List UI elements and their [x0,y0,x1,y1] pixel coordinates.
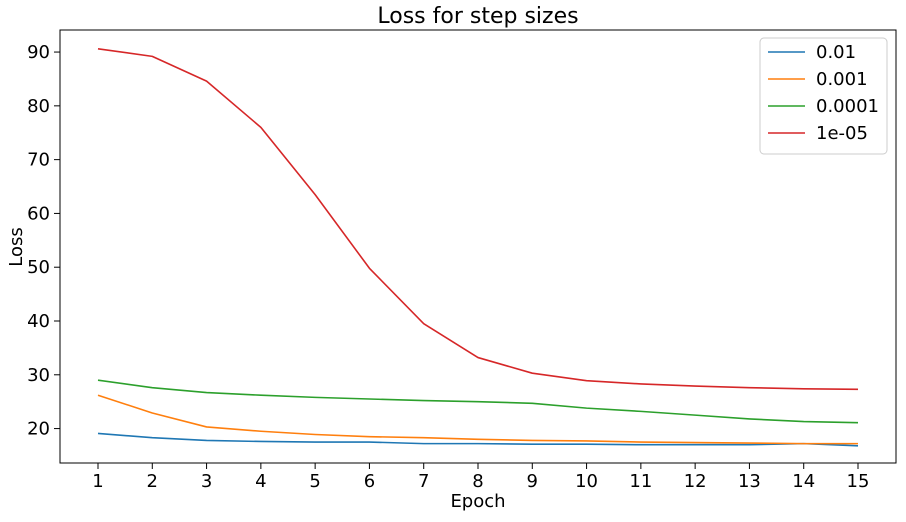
legend: 0.01 0.001 0.0001 1e-05 [759,37,888,155]
y-axis: 20 30 40 50 60 70 80 90 [27,42,60,440]
x-tick-label: 2 [147,471,158,492]
chart-title: Loss for step sizes [377,4,578,29]
series-line-0.0001 [97,379,859,424]
plot-frame [59,29,897,464]
x-tick-label: 14 [792,471,815,492]
y-tick-label: 70 [27,150,50,171]
x-tick-label: 15 [847,471,870,492]
y-tick-label: 30 [27,365,50,386]
y-tick-label: 40 [27,311,50,332]
x-tick-label: 1 [92,471,103,492]
x-tick-label: 9 [527,471,538,492]
x-axis-label: Epoch [450,491,505,512]
x-axis: 1 2 3 4 5 6 7 8 9 10 11 12 13 14 15 [92,463,869,492]
y-axis-label: Loss [6,227,27,266]
x-tick-label: 7 [418,471,429,492]
legend-label: 0.01 [816,42,856,63]
legend-label: 0.001 [816,69,868,90]
x-tick-label: 10 [575,471,598,492]
x-tick-label: 11 [629,471,652,492]
y-tick-label: 90 [27,42,50,63]
y-tick-label: 60 [27,203,50,224]
x-tick-label: 6 [364,471,375,492]
x-tick-label: 12 [684,471,707,492]
y-tick-label: 80 [27,96,50,117]
series-line-0.001 [97,394,858,445]
y-tick-label: 20 [27,419,50,440]
series-layer [97,48,859,447]
x-tick-label: 13 [738,471,761,492]
x-tick-label: 8 [472,471,483,492]
x-tick-label: 4 [255,471,266,492]
legend-label: 0.0001 [816,96,879,117]
legend-label: 1e-05 [816,123,868,144]
y-tick-label: 50 [27,257,50,278]
series-line-1e-05 [97,48,859,391]
legend-frame [759,37,888,155]
series-line-0.01 [97,432,859,447]
x-tick-label: 5 [309,471,320,492]
x-tick-label: 3 [201,471,212,492]
